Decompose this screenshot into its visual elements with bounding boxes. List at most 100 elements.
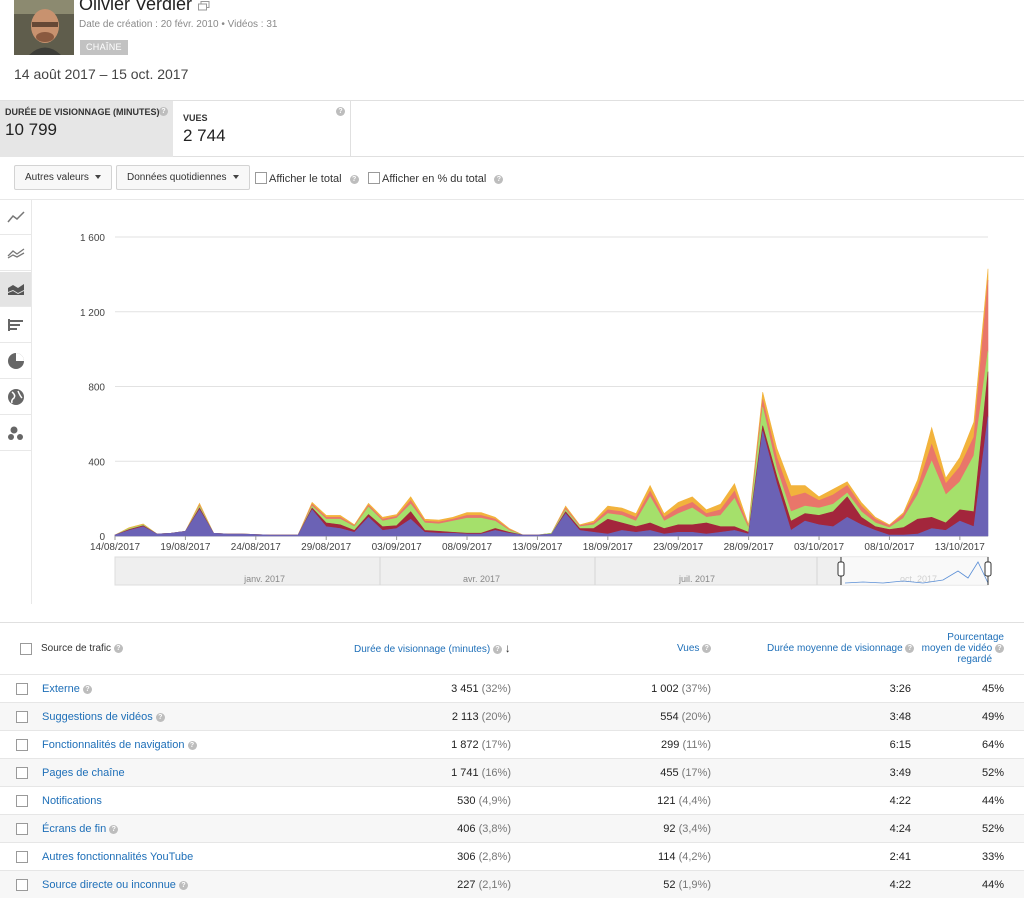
show-percent-toggle[interactable]: Afficher en % du total ? [368, 172, 504, 185]
help-icon[interactable]: ? [113, 643, 123, 653]
help-icon[interactable]: ? [155, 712, 165, 722]
sort-down-icon: ↓ [504, 641, 511, 655]
header-avg-percent[interactable]: Pourcentage moyen de vidéo ? regardé [922, 632, 1004, 665]
header-views[interactable]: Vues ? [677, 643, 712, 654]
date-range[interactable]: 14 août 2017 – 15 oct. 2017 [14, 66, 189, 82]
channel-created: Date de création : 20 févr. 2010 [79, 19, 219, 30]
bubble-chart-button[interactable] [0, 416, 31, 451]
help-icon[interactable]: ? [492, 644, 502, 654]
views-value: 299 [661, 739, 680, 751]
traffic-source-link[interactable]: Suggestions de vidéos ? [42, 711, 165, 723]
channel-name[interactable]: Olivier Verdier [79, 0, 193, 14]
header-views-label: Vues [677, 643, 700, 654]
help-icon[interactable]: ? [494, 174, 504, 184]
header-watch-time[interactable]: Durée de visionnage (minutes) ? ↓ [354, 641, 511, 655]
select-all-checkbox[interactable] [20, 643, 32, 655]
row-checkbox[interactable] [16, 767, 28, 779]
help-icon[interactable]: ? [159, 107, 168, 116]
help-icon[interactable]: ? [82, 684, 92, 694]
show-percent-checkbox[interactable] [368, 172, 380, 184]
traffic-source-link[interactable]: Fonctionnalités de navigation ? [42, 739, 197, 751]
row-checkbox[interactable] [16, 711, 28, 723]
views-value: 114 [657, 851, 676, 863]
table-row[interactable]: Écrans de fin ? 406 (3,8%) 92 (3,4%) 4:24 52… [0, 814, 1024, 842]
watch-time-value: 1 872 [451, 739, 479, 751]
navigator-label: avr. 2017 [463, 574, 500, 584]
chevron-down-icon [94, 175, 101, 180]
navigator-label: juil. 2017 [678, 574, 715, 584]
traffic-source-label: Fonctionnalités de navigation [42, 739, 185, 751]
help-icon[interactable]: ? [995, 643, 1004, 653]
external-link-icon[interactable] [198, 0, 210, 11]
table-row[interactable]: Externe ? 3 451 (32%) 1 002 (37%) 3:26 45% [0, 674, 1024, 702]
table-row[interactable]: Autres fonctionnalités YouTube 306 (2,8%)… [0, 842, 1024, 870]
views-value: 121 [657, 795, 676, 807]
channel-avatar[interactable] [14, 0, 74, 55]
row-checkbox[interactable] [16, 823, 28, 835]
chart-controls: Autres valeurs Données quotidiennes Affi… [0, 157, 1024, 200]
watch-time-percent: (16%) [481, 767, 511, 779]
table-row[interactable]: Pages de chaîne 1 741 (16%) 455 (17%) 3:49 5… [0, 758, 1024, 786]
other-values-dropdown[interactable]: Autres valeurs [14, 165, 112, 190]
traffic-source-label: Externe [42, 683, 80, 695]
x-tick-label: 24/08/2017 [231, 542, 281, 553]
help-icon[interactable]: ? [336, 107, 345, 116]
row-checkbox[interactable] [16, 879, 28, 891]
row-checkbox[interactable] [16, 795, 28, 807]
traffic-source-link[interactable]: Externe ? [42, 683, 92, 695]
traffic-source-link[interactable]: Écrans de fin ? [42, 823, 119, 835]
help-icon[interactable]: ? [349, 174, 359, 184]
x-tick-label: 23/09/2017 [653, 542, 703, 553]
table-row[interactable]: Notifications 530 (4,9%) 121 (4,4%) 4:22 44% [0, 786, 1024, 814]
show-total-toggle[interactable]: Afficher le total ? [255, 172, 359, 185]
help-icon[interactable]: ? [702, 643, 712, 653]
traffic-source-link[interactable]: Autres fonctionnalités YouTube [42, 851, 193, 863]
table-row[interactable]: Source directe ou inconnue ? 227 (2,1%) 52… [0, 870, 1024, 898]
help-icon[interactable]: ? [187, 740, 197, 750]
header-avg-duration[interactable]: Durée moyenne de visionnage ? [767, 643, 915, 654]
views-cell: 299 (11%) [661, 739, 711, 751]
traffic-source-label: Pages de chaîne [42, 767, 125, 779]
x-tick-label: 14/08/2017 [90, 542, 140, 553]
metric-card-watch-time[interactable]: DURÉE DE VISIONNAGE (MINUTES) 10 799 ? [0, 101, 173, 157]
help-icon[interactable]: ? [109, 824, 119, 834]
header-source: Source de trafic ? [41, 643, 123, 654]
stacked-area-button[interactable] [0, 272, 31, 307]
avg-duration-cell: 4:24 [889, 823, 911, 835]
bar-chart-button[interactable] [0, 308, 31, 343]
table-header: Source de trafic ? Durée de visionnage (… [0, 623, 1024, 673]
x-tick-label: 29/08/2017 [301, 542, 351, 553]
row-checkbox[interactable] [16, 683, 28, 695]
traffic-source-link[interactable]: Notifications [42, 795, 102, 807]
avg-percent-cell: 64% [981, 739, 1004, 751]
metric-card-views[interactable]: VUES 2 744 ? [175, 101, 351, 157]
line-chart-button[interactable] [0, 200, 31, 235]
map-button[interactable] [0, 380, 31, 415]
row-checkbox[interactable] [16, 851, 28, 863]
pie-chart-button[interactable] [0, 344, 31, 379]
traffic-source-link[interactable]: Pages de chaîne [42, 767, 125, 779]
multiline-chart-button[interactable] [0, 236, 31, 271]
avg-duration-cell: 4:22 [889, 879, 911, 891]
watch-time-value: 530 [457, 795, 476, 807]
row-checkbox[interactable] [16, 739, 28, 751]
daily-data-dropdown[interactable]: Données quotidiennes [116, 165, 250, 190]
traffic-source-link[interactable]: Source directe ou inconnue ? [42, 879, 188, 891]
help-icon[interactable]: ? [179, 880, 188, 890]
views-percent: (17%) [681, 767, 711, 779]
views-percent: (20%) [681, 711, 711, 723]
navigator-selection [841, 557, 988, 585]
show-percent-label: Afficher en % du total [382, 173, 487, 185]
views-cell: 554 (20%) [660, 711, 711, 723]
header-source-label: Source de trafic [41, 643, 112, 654]
table-row[interactable]: Fonctionnalités de navigation ? 1 872 (17… [0, 730, 1024, 758]
traffic-chart[interactable]: 0 400 800 1 200 1 600 14/08/2017 19/08/2017 24… [33, 200, 1024, 604]
multiline-chart-icon [7, 248, 24, 259]
bar-chart-icon [7, 319, 23, 331]
views-cell: 114 (4,2%) [658, 851, 711, 863]
show-total-checkbox[interactable] [255, 172, 267, 184]
globe-icon [7, 389, 24, 405]
help-icon[interactable]: ? [905, 643, 915, 653]
table-row[interactable]: Suggestions de vidéos ? 2 113 (20%) 554 (2… [0, 702, 1024, 730]
views-percent: (4,2%) [678, 851, 711, 863]
